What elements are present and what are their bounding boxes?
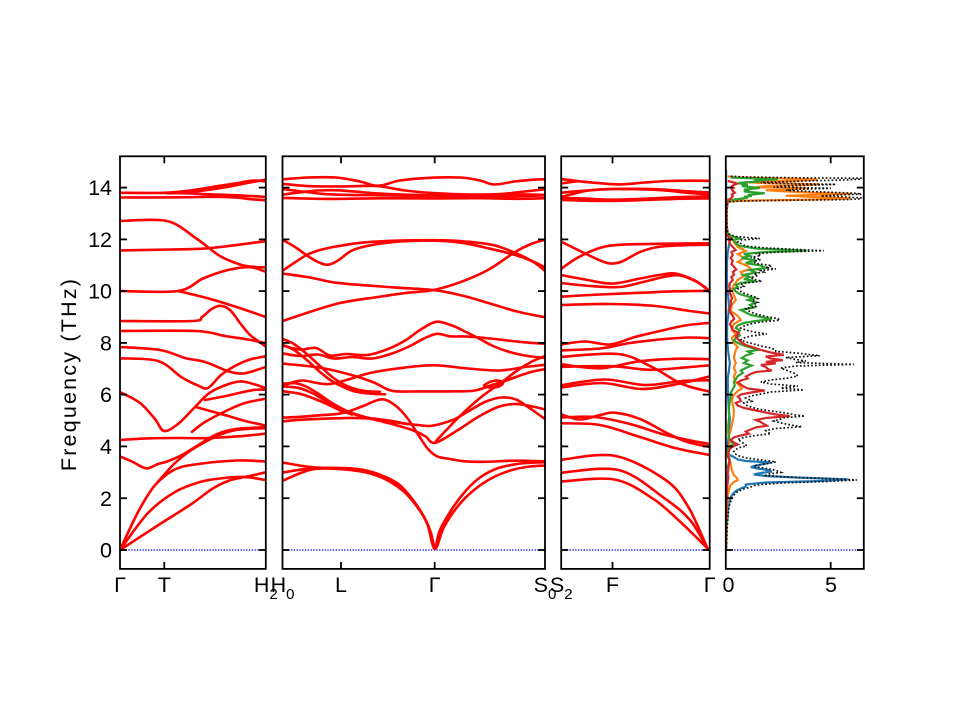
svg-text:F: F xyxy=(606,573,619,597)
svg-text:L: L xyxy=(335,573,347,597)
svg-text:10: 10 xyxy=(88,280,112,304)
svg-text:2: 2 xyxy=(100,487,112,511)
svg-text:T: T xyxy=(158,573,171,597)
svg-text:6: 6 xyxy=(100,383,112,407)
svg-text:Γ: Γ xyxy=(114,573,126,597)
svg-text:8: 8 xyxy=(100,332,112,356)
svg-text:12: 12 xyxy=(88,228,112,252)
svg-text:0: 0 xyxy=(723,573,735,597)
svg-text:Frequency (THz): Frequency (THz) xyxy=(57,277,81,471)
svg-text:0: 0 xyxy=(100,539,112,563)
svg-text:Γ: Γ xyxy=(704,573,716,597)
svg-text:4: 4 xyxy=(100,435,112,459)
svg-text:5: 5 xyxy=(825,573,837,597)
svg-text:Γ: Γ xyxy=(429,573,441,597)
svg-text:14: 14 xyxy=(88,176,112,200)
